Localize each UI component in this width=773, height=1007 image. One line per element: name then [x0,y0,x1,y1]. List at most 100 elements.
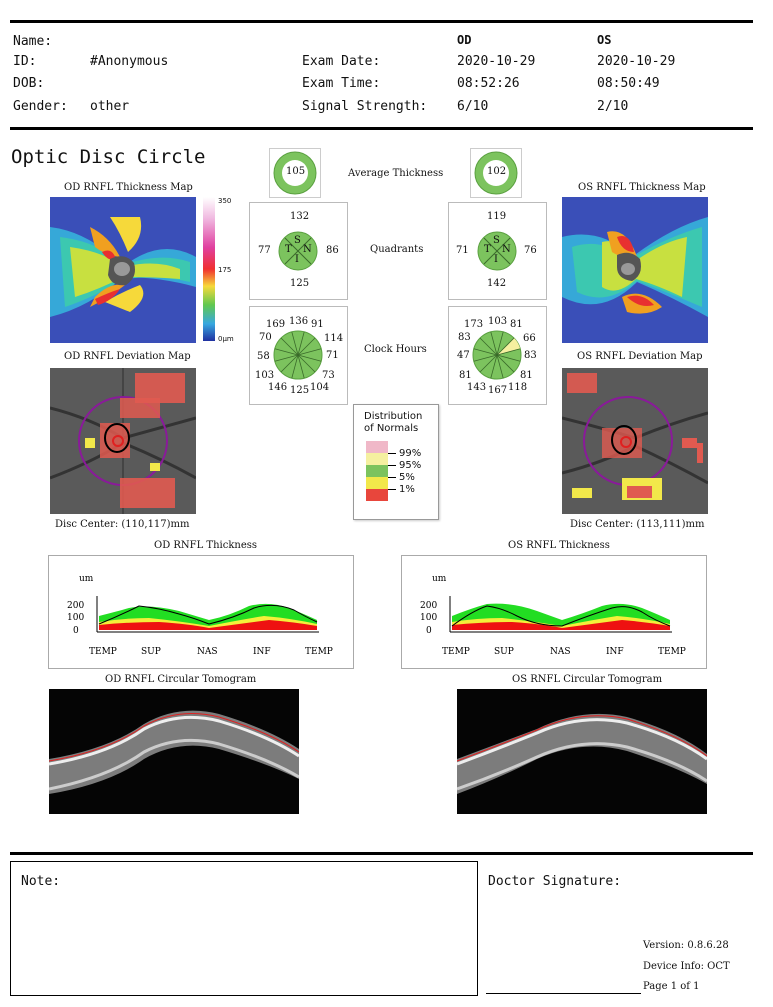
od-clock-hour-3: 71 [326,350,339,361]
od-graph-x-temp2: TEMP [305,647,333,657]
os-graph-y-0: 0 [426,626,432,636]
od-graph-y-0: 0 [73,626,79,636]
os-clock-hour-6: 167 [488,385,508,396]
os-quadrant-n-value: 76 [524,245,537,256]
od-graph-x-sup: SUP [141,647,161,657]
footer-top-rule [10,852,753,855]
os-graph-x-temp2: TEMP [658,647,686,657]
header-bottom-rule [10,127,753,130]
od-clock-hour-7: 146 [268,382,288,393]
device-info: Device Info: OCT [643,961,730,972]
os-rnfl-thickness-chart: um 200 100 0 TEMP SUP NAS INF TEMP [401,555,707,669]
gender-value: other [90,99,130,114]
od-graph-x-nas: NAS [197,647,218,657]
os-graph-x-sup: SUP [494,647,514,657]
top-rule [10,20,753,23]
os-clock-hour-1: 81 [510,319,523,330]
od-rnfl-thickness-chart: um 200 100 0 TEMP SUP NAS INF TEMP [48,555,354,669]
legend-tick-2 [388,465,396,466]
od-clock-hour-8: 103 [255,370,275,381]
doctor-signature-label: Doctor Signature: [488,874,622,889]
legend-swatch-1 [366,441,388,453]
od-clock-hour-5: 104 [310,382,330,393]
id-label: ID: [13,54,37,69]
od-exam-time: 08:52:26 [457,76,520,91]
od-clock-hour-10: 70 [259,332,272,343]
os-quadrant-letter-i: I [494,254,498,265]
distribution-legend: Distribution of Normals 99% 95% 5% 1% [353,404,439,520]
od-clock-hour-4: 73 [322,370,335,381]
legend-swatch-5 [366,489,388,501]
dob-label: DOB: [13,76,45,91]
os-graph-x-nas: NAS [550,647,571,657]
os-clock-hour-3: 83 [524,350,537,361]
name-label: Name: [13,34,53,49]
colorbar-max-label: 350 [218,197,232,205]
note-label: Note: [21,874,61,889]
od-rnfl-thickness-title: OD RNFL Thickness [154,540,258,551]
os-clock-hour-5: 118 [508,382,528,393]
od-thickness-map [50,197,196,343]
legend-label-4: 1% [399,484,415,495]
od-clock-hour-11: 169 [266,319,286,330]
od-graph-x-inf: INF [253,647,271,657]
legend-tick-1 [388,453,396,454]
od-graph-y-200: 200 [67,601,84,611]
od-clock-hour-2: 114 [324,333,344,344]
os-quadrant-letter-n: N [502,244,511,255]
od-rnfl-graph-svg: um 200 100 0 TEMP SUP NAS INF TEMP [67,574,333,657]
od-deviation-map [50,368,196,514]
page-title: Optic Disc Circle [11,146,206,168]
os-disc-center: Disc Center: (113,111)mm [570,519,705,530]
od-disc-center: Disc Center: (110,117)mm [55,519,190,530]
os-signal-strength: 2/10 [597,99,629,114]
od-graph-x-temp1: TEMP [89,647,117,657]
os-clock-hour-7: 143 [467,382,487,393]
os-thickness-map [562,197,708,343]
od-average-thickness-value: 105 [286,166,306,177]
od-quadrant-i-value: 125 [290,278,310,289]
os-deviation-map-title: OS RNFL Deviation Map [577,351,703,362]
os-graph-y-200: 200 [420,601,437,611]
os-clock-hour-11: 173 [464,319,484,330]
gender-label: Gender: [13,99,68,114]
od-graph-unit: um [79,574,94,584]
legend-swatch-4 [366,477,388,489]
od-clock-hour-1: 91 [311,319,324,330]
colorbar-min-label: 0µm [218,335,234,343]
os-quadrant-letter-t: T [484,244,491,255]
exam-date-label: Exam Date: [302,54,381,69]
os-exam-time: 08:50:49 [597,76,660,91]
os-clock-hour-12: 103 [488,316,508,327]
os-tomogram-title: OS RNFL Circular Tomogram [512,674,663,685]
exam-time-label: Exam Time: [302,76,381,91]
od-quadrants-box [249,202,348,300]
os-clock-hour-9: 47 [457,350,470,361]
legend-title-line1: Distribution [364,411,423,422]
od-quadrant-letter-n: N [303,244,312,255]
os-exam-date: 2020-10-29 [597,54,676,69]
os-rnfl-graph-svg: um 200 100 0 TEMP SUP NAS INF TEMP [420,574,686,657]
os-graph-unit: um [432,574,447,584]
clock-hours-label: Clock Hours [364,344,427,355]
os-quadrants-box [448,202,547,300]
quadrants-label: Quadrants [370,244,424,255]
os-clock-hour-10: 83 [458,332,471,343]
od-deviation-map-title: OD RNFL Deviation Map [64,351,191,362]
od-clock-hours-box [249,306,348,405]
od-graph-y-100: 100 [67,613,84,623]
od-clock-hour-6: 125 [290,385,310,396]
od-quadrant-letter-s: S [294,235,301,246]
os-rnfl-thickness-title: OS RNFL Thickness [508,540,610,551]
os-quadrant-letter-s: S [493,235,500,246]
page-number: Page 1 of 1 [643,981,700,992]
os-circular-tomogram [457,689,707,814]
od-signal-strength: 6/10 [457,99,489,114]
os-quadrant-i-value: 142 [487,278,507,289]
id-value: #Anonymous [90,54,169,69]
od-clock-hour-9: 58 [257,351,270,362]
os-graph-y-100: 100 [420,613,437,623]
legend-label-3: 5% [399,472,415,483]
os-deviation-map [562,368,708,514]
os-clock-hour-4: 81 [520,370,533,381]
